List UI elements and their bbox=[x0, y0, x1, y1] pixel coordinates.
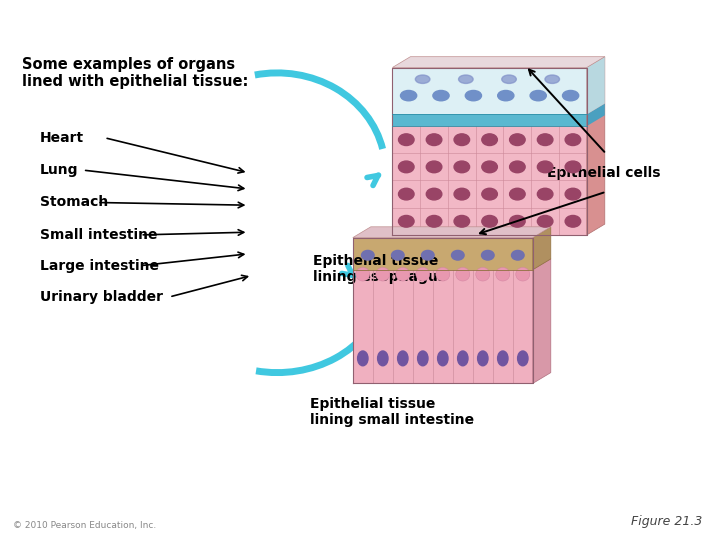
Text: Epithelial tissue
lining small intestine: Epithelial tissue lining small intestine bbox=[310, 397, 474, 427]
Ellipse shape bbox=[438, 351, 448, 366]
Text: Epithelial tissue
lining esophagus: Epithelial tissue lining esophagus bbox=[313, 254, 446, 284]
Text: Heart: Heart bbox=[40, 131, 84, 145]
Circle shape bbox=[537, 161, 553, 173]
Circle shape bbox=[426, 161, 442, 173]
Ellipse shape bbox=[498, 91, 514, 101]
Polygon shape bbox=[587, 57, 605, 235]
Polygon shape bbox=[392, 57, 605, 68]
Circle shape bbox=[454, 134, 469, 145]
Ellipse shape bbox=[377, 351, 388, 366]
Circle shape bbox=[482, 134, 498, 145]
Ellipse shape bbox=[465, 91, 482, 101]
Circle shape bbox=[398, 161, 414, 173]
Ellipse shape bbox=[562, 91, 579, 101]
Text: Small intestine: Small intestine bbox=[40, 228, 157, 242]
Circle shape bbox=[426, 215, 442, 227]
Ellipse shape bbox=[361, 251, 374, 260]
Ellipse shape bbox=[456, 267, 470, 281]
Circle shape bbox=[537, 134, 553, 145]
Ellipse shape bbox=[482, 251, 494, 260]
Ellipse shape bbox=[397, 351, 408, 366]
Ellipse shape bbox=[415, 75, 430, 84]
Ellipse shape bbox=[451, 251, 464, 260]
Ellipse shape bbox=[477, 351, 488, 366]
Text: Figure 21.3: Figure 21.3 bbox=[631, 515, 702, 528]
Circle shape bbox=[482, 161, 498, 173]
Circle shape bbox=[454, 188, 469, 200]
FancyBboxPatch shape bbox=[392, 126, 587, 235]
Circle shape bbox=[510, 188, 525, 200]
FancyBboxPatch shape bbox=[353, 269, 533, 383]
Ellipse shape bbox=[358, 351, 368, 366]
Ellipse shape bbox=[502, 75, 516, 84]
FancyBboxPatch shape bbox=[392, 114, 587, 126]
Ellipse shape bbox=[530, 91, 546, 101]
Ellipse shape bbox=[459, 75, 473, 84]
Ellipse shape bbox=[392, 251, 404, 260]
Ellipse shape bbox=[433, 91, 449, 101]
Circle shape bbox=[510, 215, 525, 227]
Ellipse shape bbox=[458, 351, 468, 366]
Circle shape bbox=[565, 161, 581, 173]
Text: Lung: Lung bbox=[40, 163, 78, 177]
Circle shape bbox=[398, 215, 414, 227]
Ellipse shape bbox=[396, 267, 410, 281]
Ellipse shape bbox=[511, 251, 524, 260]
Ellipse shape bbox=[516, 267, 530, 281]
Circle shape bbox=[426, 188, 442, 200]
Ellipse shape bbox=[545, 75, 559, 84]
Polygon shape bbox=[353, 227, 551, 238]
Polygon shape bbox=[533, 227, 551, 269]
Ellipse shape bbox=[376, 267, 390, 281]
Ellipse shape bbox=[400, 91, 417, 101]
Polygon shape bbox=[587, 57, 605, 114]
Circle shape bbox=[398, 188, 414, 200]
Circle shape bbox=[510, 134, 525, 145]
Circle shape bbox=[537, 188, 553, 200]
Ellipse shape bbox=[476, 267, 490, 281]
Polygon shape bbox=[587, 104, 605, 126]
Text: Some examples of organs
lined with epithelial tissue:: Some examples of organs lined with epith… bbox=[22, 57, 248, 89]
Ellipse shape bbox=[418, 351, 428, 366]
Ellipse shape bbox=[498, 351, 508, 366]
Ellipse shape bbox=[496, 267, 510, 281]
Circle shape bbox=[537, 215, 553, 227]
Ellipse shape bbox=[518, 351, 528, 366]
Circle shape bbox=[398, 134, 414, 145]
Ellipse shape bbox=[436, 267, 450, 281]
Polygon shape bbox=[533, 259, 551, 383]
Circle shape bbox=[482, 188, 498, 200]
Circle shape bbox=[565, 188, 581, 200]
Circle shape bbox=[426, 134, 442, 145]
Circle shape bbox=[510, 161, 525, 173]
Text: Epithelial cells: Epithelial cells bbox=[547, 166, 661, 180]
Ellipse shape bbox=[356, 267, 370, 281]
Ellipse shape bbox=[416, 267, 430, 281]
Ellipse shape bbox=[421, 251, 434, 260]
Circle shape bbox=[454, 215, 469, 227]
Circle shape bbox=[454, 161, 469, 173]
Text: Urinary bladder: Urinary bladder bbox=[40, 290, 163, 304]
Text: Large intestine: Large intestine bbox=[40, 259, 158, 273]
FancyBboxPatch shape bbox=[353, 238, 533, 269]
Text: Stomach: Stomach bbox=[40, 195, 108, 210]
FancyBboxPatch shape bbox=[392, 68, 587, 114]
Circle shape bbox=[565, 134, 581, 145]
Text: © 2010 Pearson Education, Inc.: © 2010 Pearson Education, Inc. bbox=[13, 521, 156, 530]
Circle shape bbox=[565, 215, 581, 227]
Circle shape bbox=[482, 215, 498, 227]
